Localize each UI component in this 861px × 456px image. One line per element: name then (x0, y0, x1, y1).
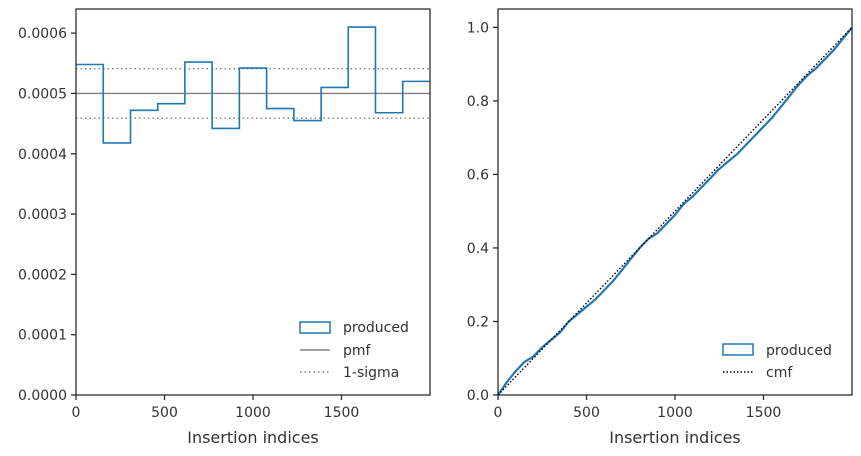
y-tick-label: 0.8 (467, 94, 489, 110)
legend-label-1-sigma: 1-sigma (343, 365, 399, 381)
y-tick-label: 0.0004 (18, 147, 67, 163)
right-panel-cumulative: 0.0 0.2 0.4 0.6 0.8 1.0 0 500 1000 1500 Insertio… (467, 8, 853, 447)
series-cmf-line (497, 26, 853, 396)
x-tick-label: 0 (72, 405, 81, 421)
legend-label-cmf: cmf (766, 365, 793, 381)
y-tick-label: 0.0006 (18, 26, 67, 42)
y-tick-label: 0.0003 (18, 207, 67, 223)
legend-swatch-produced (722, 343, 754, 356)
legend-label-pmf: pmf (343, 343, 372, 359)
right-axes-frame (497, 8, 853, 396)
series-produced-line (497, 26, 853, 396)
x-tick-label: 1000 (235, 405, 271, 421)
left-plot-area (76, 26, 430, 144)
y-tick-label: 0.2 (467, 314, 489, 330)
y-tick-label: 0.0 (467, 388, 489, 404)
y-tick-label: 1.0 (467, 20, 489, 36)
y-tick-label: 0.0000 (18, 388, 67, 404)
right-plot-area (497, 26, 853, 396)
legend-label-produced: produced (343, 320, 409, 336)
x-tick-label: 500 (151, 405, 178, 421)
left-y-ticks: 0.0000 0.0001 0.0002 0.0003 0.0004 0.0005 0.00… (18, 26, 76, 404)
y-tick-label: 0.6 (467, 167, 489, 183)
left-x-ticks: 0 500 1000 1500 (72, 395, 360, 421)
x-tick-label: 0 (494, 405, 503, 421)
legend-label-produced: produced (766, 343, 832, 359)
legend-swatch-produced (299, 321, 331, 334)
right-legend: produced cmf (722, 343, 832, 381)
histogram-produced (76, 26, 430, 144)
y-tick-label: 0.0005 (18, 86, 67, 102)
x-tick-label: 1000 (657, 405, 693, 421)
left-legend: produced pmf 1-sigma (299, 320, 409, 381)
right-x-axis-label: Insertion indices (609, 428, 741, 447)
y-tick-label: 0.0002 (18, 267, 67, 283)
x-tick-label: 1500 (324, 405, 360, 421)
left-axes-frame (75, 8, 431, 396)
x-tick-label: 1500 (746, 405, 782, 421)
right-y-ticks: 0.0 0.2 0.4 0.6 0.8 1.0 (467, 20, 498, 404)
y-tick-label: 0.4 (467, 241, 489, 257)
left-x-axis-label: Insertion indices (187, 428, 319, 447)
left-panel-histogram: 0.0000 0.0001 0.0002 0.0003 0.0004 0.0005 0.00… (18, 8, 431, 447)
y-tick-label: 0.0001 (18, 328, 67, 344)
x-tick-label: 500 (573, 405, 600, 421)
right-x-ticks: 0 500 1000 1500 (494, 395, 782, 421)
